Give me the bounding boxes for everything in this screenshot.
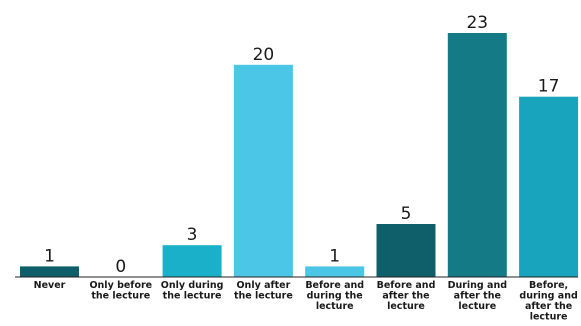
category-label-line: after the bbox=[525, 301, 572, 312]
value-label-4: 1 bbox=[329, 246, 340, 266]
category-label-line: Before, bbox=[529, 280, 568, 291]
value-label-2: 3 bbox=[187, 225, 198, 245]
bar-2 bbox=[162, 245, 222, 277]
value-label-6: 23 bbox=[466, 13, 488, 33]
bars-group bbox=[20, 33, 579, 277]
category-label-3: Only after the lecture bbox=[234, 280, 293, 302]
value-label-3: 20 bbox=[253, 45, 275, 65]
category-label-0: Never bbox=[34, 280, 66, 291]
category-label-line: lecture bbox=[458, 301, 496, 312]
category-label-line: Before and bbox=[305, 280, 364, 291]
category-label-6: During and after the lecture bbox=[448, 280, 507, 312]
category-label-line: during the bbox=[307, 291, 363, 302]
category-label-line: after the bbox=[454, 291, 501, 302]
category-label-line: during and bbox=[519, 291, 577, 302]
category-label-2: Only during the lecture bbox=[161, 280, 224, 302]
category-label-7: Before, during and after the lecture bbox=[519, 280, 577, 323]
category-label-line: lecture bbox=[530, 312, 568, 323]
category-label-line: the lecture bbox=[234, 291, 293, 302]
category-label-5: Before and after the lecture bbox=[377, 280, 436, 312]
bar-6 bbox=[447, 33, 507, 277]
category-label-line: the lecture bbox=[163, 291, 222, 302]
value-label-1: 0 bbox=[115, 257, 126, 277]
category-label-line: lecture bbox=[387, 301, 425, 312]
category-label-line: Only after bbox=[236, 280, 290, 291]
bar-7 bbox=[519, 96, 579, 277]
category-label-line: lecture bbox=[316, 301, 354, 312]
category-label-1: Only before the lecture bbox=[89, 280, 152, 302]
category-label-line: Only before bbox=[89, 280, 152, 291]
category-label-line: after the bbox=[382, 291, 429, 302]
bar-3 bbox=[233, 64, 293, 277]
category-label-line: Before and bbox=[377, 280, 436, 291]
category-label-line: the lecture bbox=[91, 291, 150, 302]
category-label-4: Before and during the lecture bbox=[305, 280, 364, 312]
category-label-line: Never bbox=[34, 280, 66, 291]
value-label-5: 5 bbox=[401, 204, 412, 224]
value-labels-group: 1 0 3 20 1 5 23 17 bbox=[44, 13, 559, 277]
bar-0 bbox=[20, 266, 79, 277]
bar-4 bbox=[305, 266, 365, 277]
value-label-7: 17 bbox=[538, 77, 560, 97]
category-label-line: During and bbox=[448, 280, 507, 291]
value-label-0: 1 bbox=[44, 246, 55, 266]
bar-5 bbox=[376, 224, 436, 277]
category-label-line: Only during bbox=[161, 280, 224, 291]
